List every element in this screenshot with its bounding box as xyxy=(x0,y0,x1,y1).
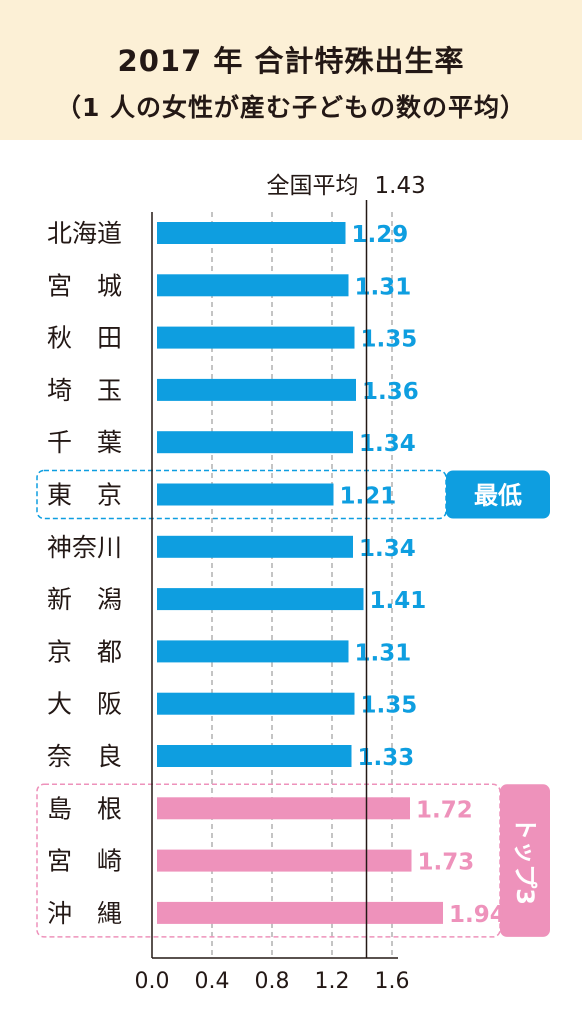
category-label: 島 根 xyxy=(47,794,122,823)
chart-title: 2017 年 合計特殊出生率 xyxy=(117,44,465,78)
category-label: 沖 縄 xyxy=(47,899,122,928)
header-band xyxy=(0,0,582,140)
value-label: 1.31 xyxy=(355,640,412,666)
value-label: 1.72 xyxy=(416,797,473,823)
category-label: 大 阪 xyxy=(47,690,122,719)
lowest-tag-label: 最低 xyxy=(474,482,522,510)
category-label: 宮 城 xyxy=(47,271,122,300)
category-label: 神奈川 xyxy=(47,533,122,562)
x-tick-label: 0.4 xyxy=(195,969,230,994)
bar xyxy=(157,431,353,454)
highlight-frame xyxy=(36,469,447,520)
bar xyxy=(157,901,443,924)
bar xyxy=(157,640,349,663)
bar xyxy=(157,797,410,820)
x-tick-label: 0.0 xyxy=(135,969,170,994)
top3-tag xyxy=(500,784,550,937)
value-label: 1.36 xyxy=(362,379,419,405)
value-label: 1.35 xyxy=(361,693,418,719)
bar xyxy=(157,326,355,349)
lowest-tag xyxy=(446,470,550,519)
bar xyxy=(157,692,355,715)
category-label: 宮 崎 xyxy=(47,847,122,876)
x-tick-label: 0.8 xyxy=(255,969,290,994)
top3-tag-label: トップ3 xyxy=(511,816,539,905)
value-label: 1.94 xyxy=(449,902,506,928)
value-label: 1.31 xyxy=(355,274,412,300)
bar xyxy=(157,588,364,611)
category-label: 秋 田 xyxy=(47,324,122,353)
category-label: 北海道 xyxy=(47,219,122,248)
chart-subtitle: （1 人の女性が産む子どもの数の平均） xyxy=(55,93,527,122)
category-label: 千 葉 xyxy=(47,428,122,457)
category-label: 京 都 xyxy=(47,637,122,666)
category-label: 奈 良 xyxy=(47,742,122,771)
value-label: 1.21 xyxy=(340,484,397,510)
bar xyxy=(157,849,412,872)
bar xyxy=(157,222,346,244)
value-label: 1.41 xyxy=(370,588,427,614)
category-label: 新 潟 xyxy=(47,585,122,614)
x-tick-label: 1.6 xyxy=(375,969,410,994)
value-label: 1.34 xyxy=(359,431,416,457)
bar xyxy=(157,745,352,767)
average-label: 全国平均 xyxy=(267,173,359,199)
average-value: 1.43 xyxy=(375,173,426,199)
category-label: 埼 玉 xyxy=(47,376,122,405)
value-label: 1.35 xyxy=(361,327,418,353)
value-label: 1.34 xyxy=(359,536,416,562)
bar xyxy=(157,535,353,558)
value-label: 1.73 xyxy=(418,850,475,876)
bar xyxy=(157,274,349,297)
bar xyxy=(157,378,356,401)
category-label: 東 京 xyxy=(47,481,122,510)
value-label: 1.29 xyxy=(352,222,409,248)
bar xyxy=(157,483,334,506)
x-tick-label: 1.2 xyxy=(315,969,350,994)
